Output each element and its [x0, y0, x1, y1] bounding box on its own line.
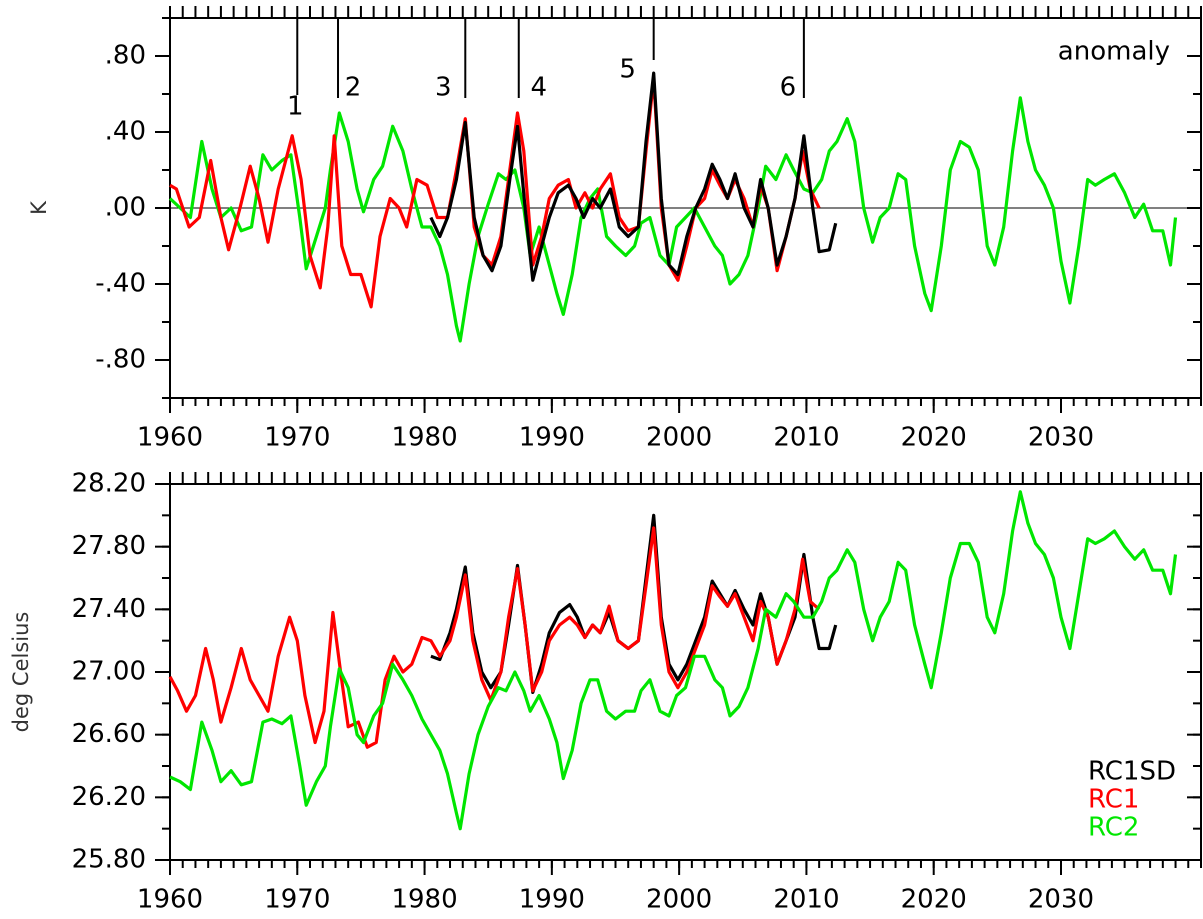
y-axis-label: K: [27, 200, 51, 215]
x-tick-label: 2000: [646, 885, 712, 915]
series-line: [430, 513, 838, 694]
series-line: [169, 490, 1178, 831]
x-tick-label: 2020: [901, 885, 967, 915]
y-tick-label: 26.60: [72, 719, 146, 749]
x-tick-label: 1990: [519, 423, 585, 453]
legend-entry: RC2: [1088, 813, 1139, 843]
x-tick-label: 1960: [137, 885, 203, 915]
y-tick-label: -.80: [95, 345, 146, 375]
y-tick-label: .00: [105, 193, 146, 223]
y-tick-label: 27.80: [72, 531, 146, 561]
y-tick-label: 25.80: [72, 845, 146, 875]
legend-entry: RC1SD: [1088, 757, 1176, 787]
y-tick-label: 27.40: [72, 594, 146, 624]
event-label: 2: [345, 73, 362, 103]
event-label: 6: [780, 73, 797, 103]
y-tick-label: .80: [105, 41, 146, 71]
x-tick-label: 2030: [1028, 885, 1094, 915]
x-tick-label: 2000: [646, 423, 712, 453]
x-tick-label: 2030: [1028, 423, 1094, 453]
series-line: [429, 71, 838, 282]
y-tick-label: 26.20: [72, 782, 146, 812]
x-tick-label: 2010: [773, 423, 839, 453]
x-tick-label: 1970: [264, 885, 330, 915]
event-label: 4: [530, 73, 547, 103]
y-tick-label: 27.00: [72, 657, 146, 687]
x-tick-label: 1960: [137, 423, 203, 453]
series-line: [168, 96, 1178, 343]
series-line: [168, 526, 821, 749]
x-tick-label: 1970: [264, 423, 330, 453]
y-tick-label: -.40: [95, 269, 146, 299]
y-axis-label: deg Celsius: [9, 612, 33, 733]
x-tick-label: 2010: [773, 885, 839, 915]
legend-entry: RC1: [1088, 785, 1139, 815]
x-tick-label: 1990: [519, 885, 585, 915]
x-tick-label: 1980: [391, 885, 457, 915]
x-tick-label: 1980: [391, 423, 457, 453]
event-label: 5: [619, 55, 636, 85]
series-line: [169, 77, 821, 309]
event-label: 3: [435, 73, 452, 103]
event-label: 1: [287, 92, 304, 122]
y-tick-label: .40: [105, 117, 146, 147]
x-tick-label: 2020: [901, 423, 967, 453]
annotation: anomaly: [1058, 37, 1170, 67]
y-tick-label: 28.20: [72, 469, 146, 499]
